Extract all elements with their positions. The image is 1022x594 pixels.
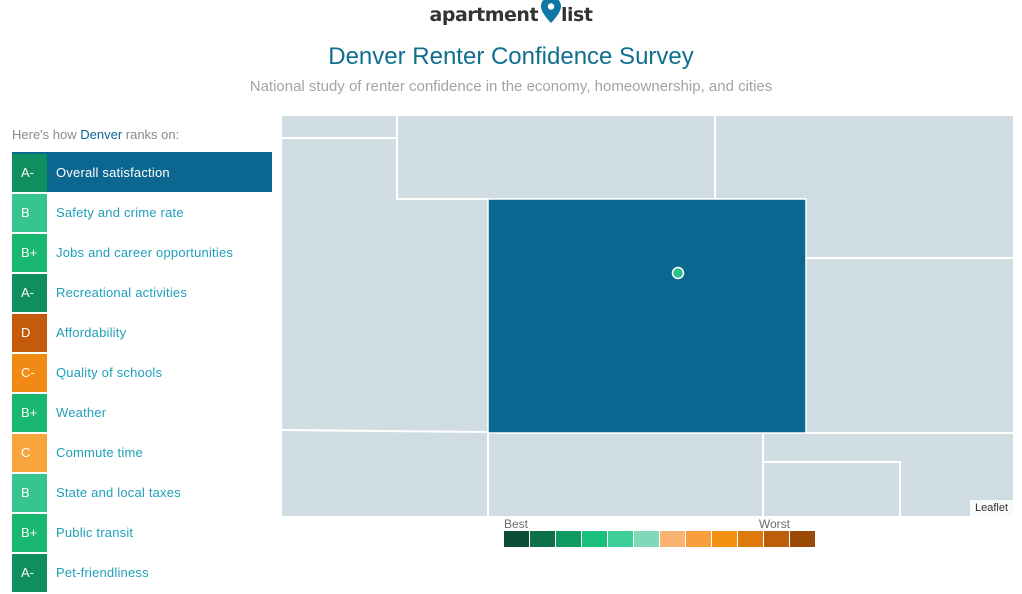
category-label: Pet-friendliness [56, 564, 149, 580]
denver-marker[interactable] [671, 266, 685, 280]
leaflet-attribution[interactable]: Leaflet [969, 500, 1013, 516]
ranks-intro-city: Denver [80, 127, 123, 142]
category-item[interactable]: B+ Jobs and career opportunities [12, 232, 272, 272]
ranks-intro: Here's how Denver ranks on: [12, 127, 179, 142]
grade-badge: C- [12, 353, 47, 392]
category-label: Weather [56, 404, 107, 420]
legend-swatch [556, 531, 581, 547]
category-label: Safety and crime rate [56, 204, 184, 220]
legend-swatch [764, 531, 789, 547]
location-pin-icon [540, 0, 562, 24]
legend-swatch [634, 531, 659, 547]
category-item[interactable]: A- Pet-friendliness [12, 552, 272, 592]
page-subtitle: National study of renter confidence in t… [249, 78, 773, 95]
category-label: Jobs and career opportunities [56, 244, 234, 260]
legend-swatch [608, 531, 633, 547]
legend-swatch [660, 531, 685, 547]
grade-badge: B+ [12, 233, 47, 272]
color-legend: Best Worst [504, 516, 815, 550]
category-item[interactable]: D Affordability [12, 312, 272, 352]
grade-badge: D [12, 313, 47, 352]
category-item[interactable]: C Commute time [12, 432, 272, 472]
grade-badge: C [12, 433, 47, 472]
category-list: A- Overall satisfaction B Safety and crime… [12, 152, 272, 592]
category-label: Overall satisfaction [56, 164, 170, 180]
apartment-list-logo[interactable]: apartment list [0, 0, 1022, 26]
legend-swatch [712, 531, 737, 547]
category-label: Quality of schools [56, 364, 163, 380]
colorado-highlight[interactable] [487, 198, 807, 434]
legend-worst-label: Worst [758, 517, 790, 531]
grade-badge: B [12, 473, 47, 512]
category-item[interactable]: C- Quality of schools [12, 352, 272, 392]
legend-best-label: Best [504, 517, 529, 531]
state-boundaries [282, 116, 1013, 516]
legend-swatch [686, 531, 711, 547]
category-label: Commute time [56, 444, 143, 460]
category-label: State and local taxes [56, 484, 181, 500]
category-item[interactable]: B+ Weather [12, 392, 272, 432]
category-item[interactable]: A- Recreational activities [12, 272, 272, 312]
grade-badge: A- [12, 553, 47, 592]
ranks-intro-suffix: ranks on: [122, 127, 180, 142]
legend-swatch [504, 531, 529, 547]
category-label: Affordability [56, 324, 127, 340]
legend-scale [504, 531, 816, 547]
page-title: Denver Renter Confidence Survey [328, 43, 694, 70]
grade-badge: A- [12, 273, 47, 312]
category-item[interactable]: B+ Public transit [12, 512, 272, 552]
legend-swatch [530, 531, 555, 547]
grade-badge: B [12, 193, 47, 232]
legend-swatch [738, 531, 763, 547]
grade-badge: B+ [12, 513, 47, 552]
legend-swatch [582, 531, 607, 547]
ranks-intro-prefix: Here's how [12, 127, 81, 142]
category-label: Recreational activities [56, 284, 188, 300]
legend-swatch [790, 531, 815, 547]
category-item[interactable]: B Safety and crime rate [12, 192, 272, 232]
grade-badge: A- [12, 153, 47, 192]
logo-text-right: list [561, 4, 593, 26]
grade-badge: B+ [12, 393, 47, 432]
category-label: Public transit [56, 524, 134, 540]
logo-text-left: apartment [429, 4, 539, 26]
category-item[interactable]: A- Overall satisfaction [12, 152, 272, 192]
state-map[interactable]: Leaflet [282, 116, 1013, 516]
category-item[interactable]: B State and local taxes [12, 472, 272, 512]
